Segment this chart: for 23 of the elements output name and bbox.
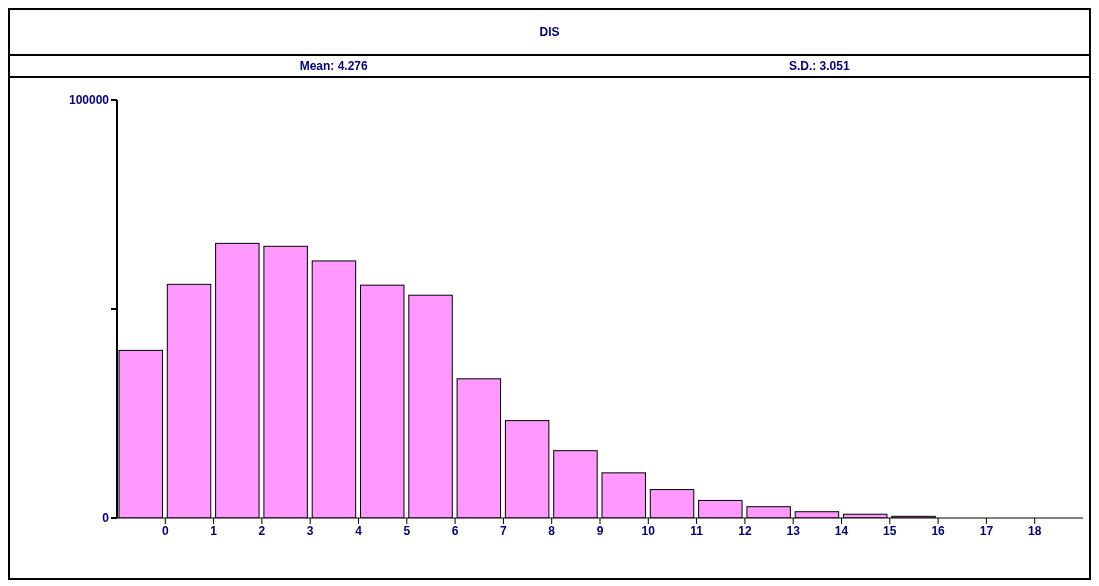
x-tick-label: 0 bbox=[161, 523, 169, 538]
x-tick-label: 5 bbox=[403, 523, 411, 538]
x-tick-label: 9 bbox=[596, 523, 604, 538]
x-tick-label: 15 bbox=[883, 523, 897, 538]
x-tick-label: 18 bbox=[1028, 523, 1042, 538]
x-tick-label: 1 bbox=[210, 523, 218, 538]
x-tick-label: 6 bbox=[451, 523, 459, 538]
x-tick-label: 14 bbox=[834, 523, 849, 538]
x-tick-label: 3 bbox=[306, 523, 314, 538]
x-tick-label: 13 bbox=[786, 523, 801, 538]
y-tick-label: 100000 bbox=[68, 93, 110, 108]
x-tick-label: 8 bbox=[548, 523, 556, 538]
x-tick-label: 12 bbox=[738, 523, 752, 538]
x-tick-label: 17 bbox=[979, 523, 994, 538]
x-tick-label: 16 bbox=[931, 523, 946, 538]
text: S.D.: 3.051 bbox=[788, 59, 850, 73]
x-tick-label: 11 bbox=[690, 523, 704, 538]
text: Mean: 4.276 bbox=[299, 59, 368, 73]
chart-title: DIS bbox=[10, 10, 1089, 56]
x-tick-label: 4 bbox=[355, 523, 363, 538]
x-tick-label: 2 bbox=[258, 523, 266, 538]
x-tick-label: 7 bbox=[500, 523, 508, 538]
x-tick-label: 10 bbox=[641, 523, 656, 538]
